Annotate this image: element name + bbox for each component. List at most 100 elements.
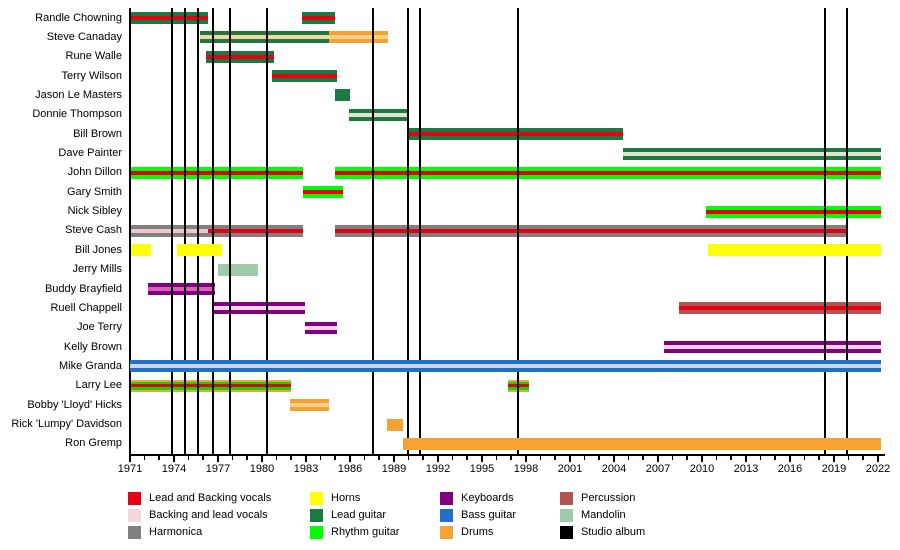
- bar-layer: [130, 170, 304, 175]
- bar-layer: [212, 302, 305, 307]
- x-axis-major-tick: [877, 456, 879, 462]
- x-axis-major-tick: [481, 456, 483, 462]
- member-label: Donnie Thompson: [32, 108, 122, 121]
- studio-album-line: [212, 8, 215, 454]
- timeline-bar: [706, 205, 881, 218]
- bar-layer: [706, 213, 881, 218]
- bar-layer: [622, 155, 881, 160]
- x-axis-major-tick: [129, 456, 131, 462]
- bar-layer: [348, 108, 408, 113]
- x-axis-minor-tick: [554, 456, 556, 460]
- x-axis-major-tick: [261, 456, 263, 462]
- x-axis-minor-tick: [143, 456, 146, 460]
- legend-label: Horns: [331, 492, 361, 504]
- x-axis-tick-label: 1995: [469, 463, 495, 475]
- x-axis-tick-label: 2016: [777, 463, 803, 475]
- x-axis-tick-label: 2013: [733, 463, 759, 475]
- bar-layer: [147, 291, 216, 296]
- x-axis-major-tick: [393, 456, 395, 462]
- member-label: Buddy Brayfield: [44, 282, 122, 295]
- x-axis-minor-tick: [774, 456, 776, 460]
- legend-swatch: [440, 526, 453, 539]
- bar-layer: [212, 306, 305, 311]
- bar-layer: [130, 368, 881, 373]
- member-label: John Dillon: [67, 166, 122, 179]
- bar-layer: [301, 12, 336, 16]
- bar-layer: [207, 224, 304, 229]
- x-axis-tick-label: 1974: [161, 463, 187, 475]
- bar-layer: [272, 70, 337, 75]
- member-label: Larry Lee: [75, 379, 122, 392]
- timeline-bar: [707, 244, 881, 257]
- bar-layer: [289, 407, 330, 412]
- bar-layer: [304, 325, 337, 330]
- x-axis-minor-tick: [202, 456, 204, 460]
- x-axis-major-tick: [569, 456, 571, 462]
- x-axis-major-tick: [613, 456, 615, 462]
- timeline-bar: [131, 244, 151, 257]
- x-axis-minor-tick: [715, 456, 718, 460]
- timeline-bar: [622, 147, 881, 160]
- bar-layer: [176, 244, 223, 257]
- x-axis-minor-tick: [818, 456, 820, 460]
- timeline-bar: [130, 224, 208, 237]
- bar-layer: [301, 20, 336, 24]
- bar-layer: [218, 263, 258, 276]
- x-axis-minor-tick: [158, 456, 160, 460]
- legend-label: Rhythm guitar: [331, 526, 400, 538]
- x-axis-minor-tick: [759, 456, 762, 460]
- x-axis-major-tick: [173, 456, 175, 462]
- legend-label: Keyboards: [461, 492, 514, 504]
- bar-layer: [301, 16, 336, 20]
- member-label: Rune Walle: [65, 50, 122, 63]
- legend-label: Drums: [461, 526, 494, 538]
- bar-layer: [303, 186, 343, 191]
- bar-layer: [678, 302, 881, 307]
- legend-swatch: [560, 526, 573, 539]
- bar-layer: [200, 31, 330, 36]
- legend-label: Harmonica: [149, 526, 203, 538]
- bar-layer: [130, 389, 292, 392]
- timeline-bar: [272, 70, 337, 83]
- x-axis-major-tick: [745, 456, 747, 462]
- bar-layer: [130, 174, 304, 179]
- bar-layer: [304, 321, 337, 326]
- x-axis-minor-tick: [627, 456, 630, 460]
- x-axis-minor-tick: [187, 456, 190, 460]
- x-axis-minor-tick: [495, 456, 498, 460]
- legend-swatch: [440, 492, 453, 505]
- member-label: Bobby 'Lloyd' Hicks: [27, 398, 122, 411]
- timeline-bar: [335, 166, 881, 179]
- member-label: Kelly Brown: [63, 340, 122, 353]
- legend-swatch: [310, 526, 323, 539]
- bar-layer: [335, 228, 848, 233]
- timeline-bar: [212, 302, 305, 315]
- x-axis-tick-label: 1980: [249, 463, 275, 475]
- legend-swatch: [128, 509, 141, 522]
- bar-layer: [335, 224, 848, 229]
- x-axis-minor-tick: [422, 456, 424, 460]
- bar-layer: [131, 244, 151, 257]
- timeline-bar: [218, 263, 258, 276]
- studio-album-line: [406, 8, 409, 454]
- timeline-bar: [303, 186, 343, 199]
- bar-layer: [130, 232, 208, 237]
- timeline-bar: [407, 128, 623, 141]
- legend-label: Lead guitar: [331, 509, 387, 521]
- studio-album-line: [823, 8, 826, 454]
- bar-layer: [335, 170, 881, 175]
- member-label: Bill Jones: [74, 243, 122, 256]
- timeline-bar: [304, 321, 337, 334]
- legend-label: Bass guitar: [461, 509, 517, 521]
- x-axis-minor-tick: [539, 456, 542, 460]
- bar-layer: [272, 78, 337, 83]
- bar-layer: [147, 287, 216, 292]
- timeline-bar: [130, 12, 208, 24]
- bar-layer: [707, 244, 881, 257]
- bar-layer: [348, 116, 408, 121]
- bar-layer: [130, 16, 208, 20]
- x-axis-minor-tick: [246, 456, 248, 460]
- bar-layer: [678, 310, 881, 315]
- x-axis-major-tick: [833, 456, 835, 462]
